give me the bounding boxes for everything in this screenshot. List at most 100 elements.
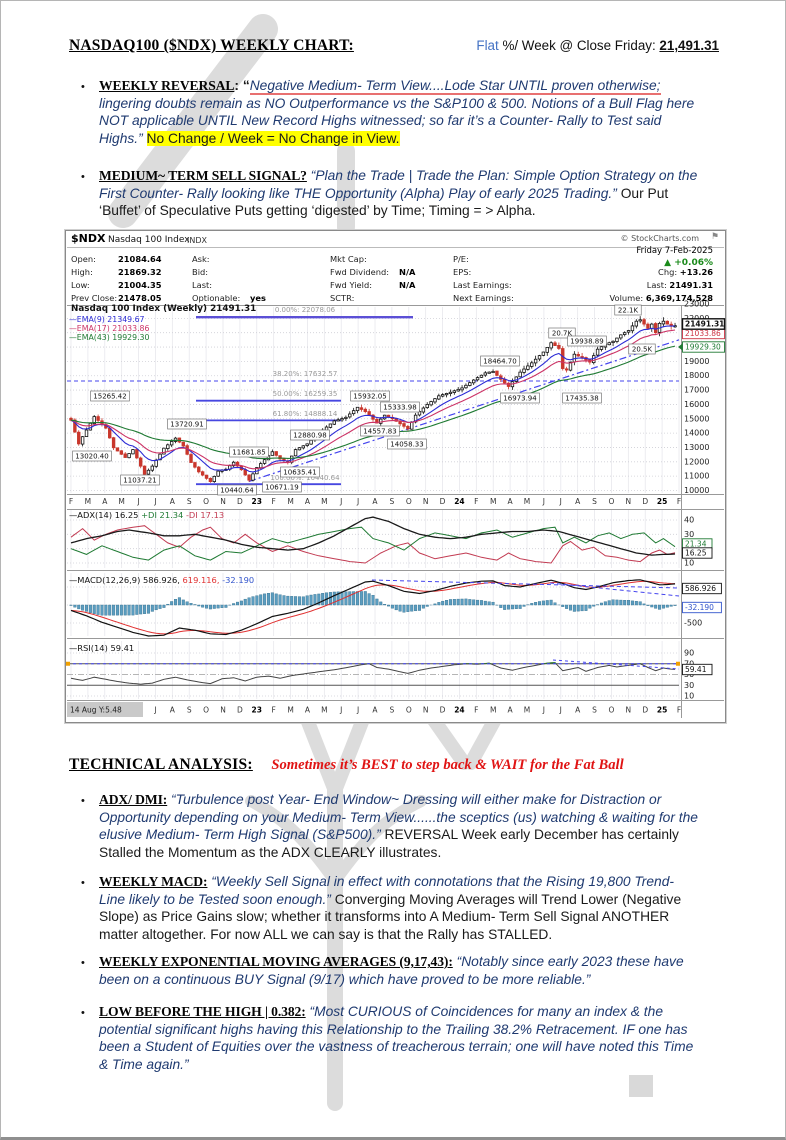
svg-text:A: A (575, 497, 581, 506)
svg-text:M: M (524, 706, 530, 715)
svg-text:A: A (372, 706, 378, 715)
ta-tagline: Sometimes it’s BEST to step back & WAIT … (271, 757, 624, 773)
svg-text:J: J (339, 497, 342, 506)
quote: “Turbulence post Year- End Window~ Dress… (99, 792, 698, 843)
svg-text:50.00%: 16259.35: 50.00%: 16259.35 (273, 390, 338, 398)
svg-text:M: M (490, 497, 496, 506)
svg-text:A: A (305, 497, 311, 506)
svg-text:13020.40: 13020.40 (75, 453, 108, 461)
heading-sep: : (234, 78, 243, 93)
svg-text:O: O (203, 497, 209, 506)
svg-text:M: M (85, 497, 91, 506)
svg-text:F: F (474, 497, 478, 506)
chart-canvas: 2300022000210002000019000180001700016000… (64, 229, 727, 724)
bullet-heading: WEEKLY MACD: (99, 874, 208, 889)
svg-text:J: J (153, 497, 156, 506)
flat-label: Flat (476, 38, 499, 53)
svg-text:O: O (203, 706, 209, 715)
svg-text:15932.05: 15932.05 (353, 393, 386, 401)
svg-text:D: D (642, 497, 648, 506)
ta-section-header: TECHNICAL ANALYSIS: Sometimes it’s BEST … (69, 756, 624, 774)
svg-text:N: N (220, 497, 226, 506)
svg-text:S: S (592, 706, 597, 715)
bullet-weekly-reversal: • WEEKLY REVERSAL: “Negative Medium- Ter… (81, 77, 699, 147)
svg-text:13000: 13000 (684, 443, 709, 452)
page-title: NASDAQ100 ($NDX) WEEKLY CHART: (69, 37, 354, 54)
svg-text:30: 30 (684, 681, 694, 690)
quote: “Most CURIOUS of Coincidences for many a… (99, 1004, 694, 1072)
svg-text:25: 25 (657, 497, 667, 506)
svg-text:M: M (524, 497, 530, 506)
svg-text:A: A (170, 706, 176, 715)
svg-text:40: 40 (684, 516, 694, 525)
svg-text:F: F (69, 497, 73, 506)
svg-text:O: O (406, 497, 412, 506)
svg-text:15000: 15000 (684, 414, 709, 423)
week-text: %/ Week @ Close Friday: (498, 38, 660, 53)
svg-text:A: A (508, 497, 514, 506)
svg-text:15333.98: 15333.98 (383, 404, 416, 412)
plain-text: Converging Moving Averages will Trend Lo… (99, 891, 682, 942)
svg-text:16.25: 16.25 (685, 549, 707, 558)
svg-text:25: 25 (657, 706, 667, 715)
svg-text:10635.41: 10635.41 (283, 469, 316, 477)
svg-text:M: M (321, 706, 327, 715)
svg-text:A: A (508, 706, 514, 715)
svg-text:J: J (339, 706, 342, 715)
close-value: 21,491.31 (659, 38, 719, 53)
svg-text:D: D (440, 706, 446, 715)
svg-text:19938.89: 19938.89 (570, 338, 603, 346)
svg-text:20.5K: 20.5K (632, 346, 653, 354)
highlight-text: No Change / Week = No Change in View. (146, 130, 400, 146)
week-summary: Flat %/ Week @ Close Friday: 21,491.31 (476, 38, 719, 53)
bullet-adx-dmi: • ADX/ DMI: “Turbulence post Year- End W… (81, 791, 699, 861)
svg-text:J: J (559, 706, 562, 715)
svg-text:24: 24 (454, 706, 464, 715)
svg-text:M: M (118, 497, 124, 506)
svg-text:N: N (423, 706, 429, 715)
svg-text:18464.70: 18464.70 (483, 358, 516, 366)
bullet-weekly-macd: • WEEKLY MACD: “Weekly Sell Signal in ef… (81, 873, 699, 943)
svg-text:F: F (474, 706, 478, 715)
bullet-medium-term-sell: • MEDIUM~ TERM SELL SIGNAL? “Plan the Tr… (81, 167, 699, 220)
bullet-heading: LOW BEFORE THE HIGH | 0.382: (99, 1004, 306, 1019)
bullet-marker: • (81, 795, 85, 807)
svg-text:100.00%: 10440.64: 100.00%: 10440.64 (270, 474, 340, 482)
svg-text:30: 30 (684, 530, 694, 539)
svg-text:J: J (542, 497, 545, 506)
ta-heading: TECHNICAL ANALYSIS: (69, 756, 253, 773)
quote: “Plan the Trade | Trade the Plan: Simple… (99, 168, 698, 201)
svg-text:17000: 17000 (684, 386, 709, 395)
svg-text:12000: 12000 (684, 457, 709, 466)
svg-text:15265.42: 15265.42 (93, 393, 126, 401)
svg-text:F: F (272, 706, 276, 715)
svg-text:11681.85: 11681.85 (232, 449, 265, 457)
svg-text:20.7K: 20.7K (552, 330, 573, 338)
svg-text:14557.83: 14557.83 (363, 428, 396, 436)
svg-text:M: M (287, 497, 293, 506)
svg-text:M: M (490, 706, 496, 715)
svg-text:38.20%: 17632.57: 38.20%: 17632.57 (273, 370, 338, 378)
svg-text:14000: 14000 (684, 429, 709, 438)
svg-text:17435.38: 17435.38 (565, 395, 598, 403)
plain-text: Our Put ‘Buffet’ of Speculative Puts get… (99, 185, 669, 219)
svg-text:13720.91: 13720.91 (170, 421, 203, 429)
svg-text:-32.190: -32.190 (685, 603, 714, 612)
svg-text:N: N (626, 706, 632, 715)
svg-text:21491.31: 21491.31 (685, 320, 724, 329)
svg-text:J: J (153, 706, 156, 715)
svg-text:23: 23 (252, 706, 262, 715)
quote-underlined: Negative Medium- Term View....Lode Star … (249, 78, 661, 95)
svg-text:A: A (170, 497, 176, 506)
svg-text:A: A (575, 706, 581, 715)
svg-text:F: F (272, 497, 276, 506)
svg-text:S: S (390, 497, 395, 506)
svg-text:21.34: 21.34 (685, 540, 707, 549)
svg-text:J: J (356, 497, 359, 506)
svg-text:A: A (372, 497, 378, 506)
svg-text:N: N (626, 497, 632, 506)
svg-text:J: J (542, 706, 545, 715)
svg-text:24: 24 (454, 497, 464, 506)
svg-text:14058.33: 14058.33 (390, 441, 423, 449)
